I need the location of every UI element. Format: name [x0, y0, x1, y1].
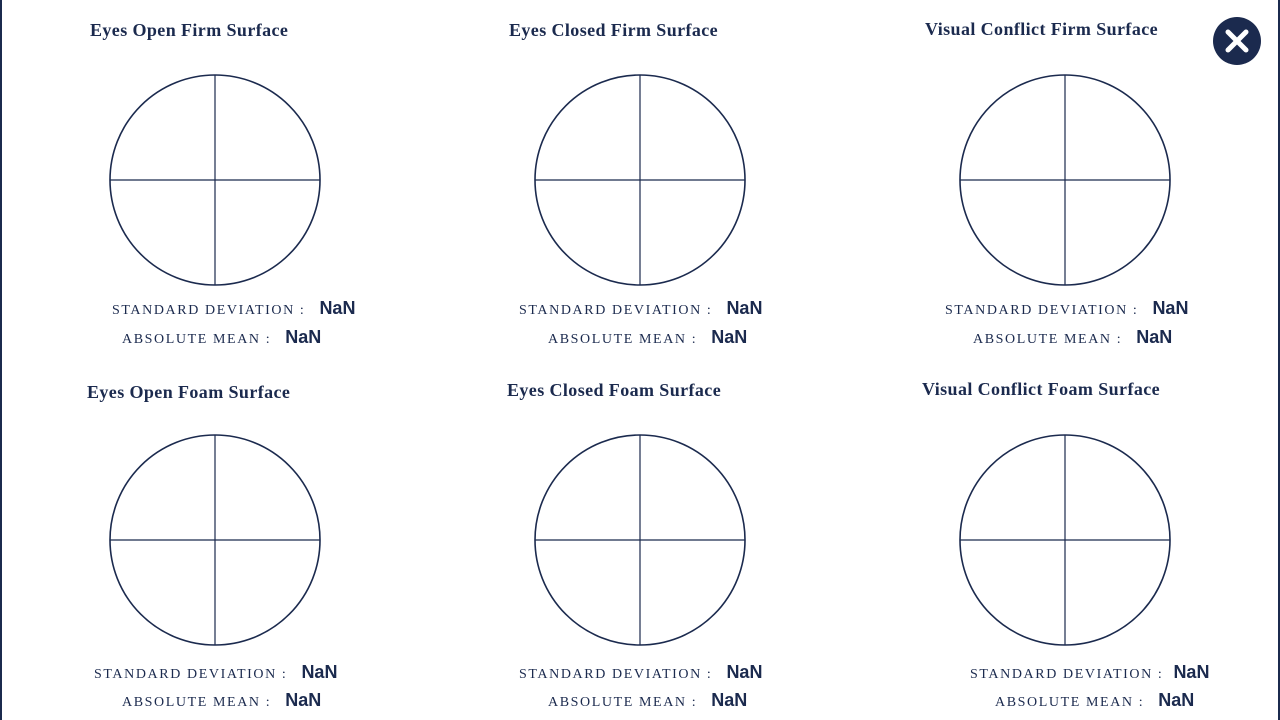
- std-label: STANDARD DEVIATION :: [519, 667, 713, 682]
- mean-label: ABSOLUTE MEAN :: [973, 332, 1123, 347]
- mean-value: NaN: [285, 690, 322, 710]
- mean-value: NaN: [1136, 327, 1173, 347]
- mean-value: NaN: [285, 327, 322, 347]
- mean-row: ABSOLUTE MEAN : NaN: [122, 690, 321, 711]
- mean-label: ABSOLUTE MEAN :: [548, 695, 698, 710]
- std-row: STANDARD DEVIATION : NaN: [519, 662, 762, 683]
- sway-target-graphic: [534, 74, 746, 286]
- sway-plot: [533, 433, 747, 647]
- std-row: STANDARD DEVIATION : NaN: [945, 298, 1188, 319]
- std-value: NaN: [319, 298, 356, 318]
- panel-eyes-open-firm: Eyes Open Firm Surface STANDARD DEVIATIO…: [0, 0, 420, 360]
- mean-label: ABSOLUTE MEAN :: [995, 695, 1145, 710]
- std-row: STANDARD DEVIATION : NaN: [970, 662, 1209, 683]
- mean-label: ABSOLUTE MEAN :: [548, 332, 698, 347]
- panel-title: Eyes Closed Foam Surface: [507, 380, 722, 400]
- std-value: NaN: [1152, 298, 1189, 318]
- sway-plot: [533, 73, 747, 287]
- mean-row: ABSOLUTE MEAN : NaN: [973, 327, 1172, 348]
- panel-title: Visual Conflict Foam Surface: [922, 379, 1161, 399]
- sway-target-graphic: [109, 434, 321, 646]
- sway-target-graphic: [109, 74, 321, 286]
- panel-eyes-closed-foam: Eyes Closed Foam Surface STANDARD DEVIAT…: [0, 360, 762, 720]
- panel-eyes-closed-firm: Eyes Closed Firm Surface STANDARD DEVIAT…: [0, 0, 762, 360]
- sway-plot: [108, 433, 322, 647]
- sway-target-graphic: [534, 434, 746, 646]
- std-label: STANDARD DEVIATION :: [112, 303, 306, 318]
- std-row: STANDARD DEVIATION : NaN: [519, 298, 762, 319]
- mean-value: NaN: [1158, 690, 1195, 710]
- panel-title: Eyes Open Foam Surface: [87, 382, 291, 402]
- mean-row: ABSOLUTE MEAN : NaN: [548, 690, 747, 711]
- sway-target-graphic: [959, 434, 1171, 646]
- close-icon: [1225, 29, 1249, 53]
- panel-title: Visual Conflict Firm Surface: [925, 19, 1159, 39]
- panel-title: Eyes Closed Firm Surface: [509, 20, 719, 40]
- mean-value: NaN: [711, 690, 748, 710]
- std-value: NaN: [726, 662, 763, 682]
- std-value: NaN: [726, 298, 763, 318]
- std-row: STANDARD DEVIATION : NaN: [112, 298, 355, 319]
- sway-target-graphic: [959, 74, 1171, 286]
- mean-row: ABSOLUTE MEAN : NaN: [122, 327, 321, 348]
- right-border: [1278, 0, 1280, 720]
- panel-visual-conflict-firm: Visual Conflict Firm Surface STANDARD DE…: [0, 0, 1188, 360]
- panel-visual-conflict-foam: Visual Conflict Foam Surface STANDARD DE…: [0, 360, 1209, 720]
- std-value: NaN: [1173, 662, 1210, 682]
- mean-label: ABSOLUTE MEAN :: [122, 332, 272, 347]
- mean-label: ABSOLUTE MEAN :: [122, 695, 272, 710]
- std-row: STANDARD DEVIATION : NaN: [94, 662, 337, 683]
- mean-row: ABSOLUTE MEAN : NaN: [548, 327, 747, 348]
- std-label: STANDARD DEVIATION :: [94, 667, 288, 682]
- mean-value: NaN: [711, 327, 748, 347]
- left-border: [0, 0, 2, 720]
- panel-title: Eyes Open Firm Surface: [90, 20, 289, 40]
- panel-eyes-open-foam: Eyes Open Foam Surface STANDARD DEVIATIO…: [0, 360, 420, 720]
- sway-plot: [958, 433, 1172, 647]
- sway-plot: [108, 73, 322, 287]
- std-label: STANDARD DEVIATION :: [945, 303, 1139, 318]
- std-label: STANDARD DEVIATION :: [970, 667, 1164, 682]
- sway-plot: [958, 73, 1172, 287]
- std-label: STANDARD DEVIATION :: [519, 303, 713, 318]
- close-button[interactable]: [1213, 17, 1261, 65]
- std-value: NaN: [301, 662, 338, 682]
- mean-row: ABSOLUTE MEAN : NaN: [995, 690, 1194, 711]
